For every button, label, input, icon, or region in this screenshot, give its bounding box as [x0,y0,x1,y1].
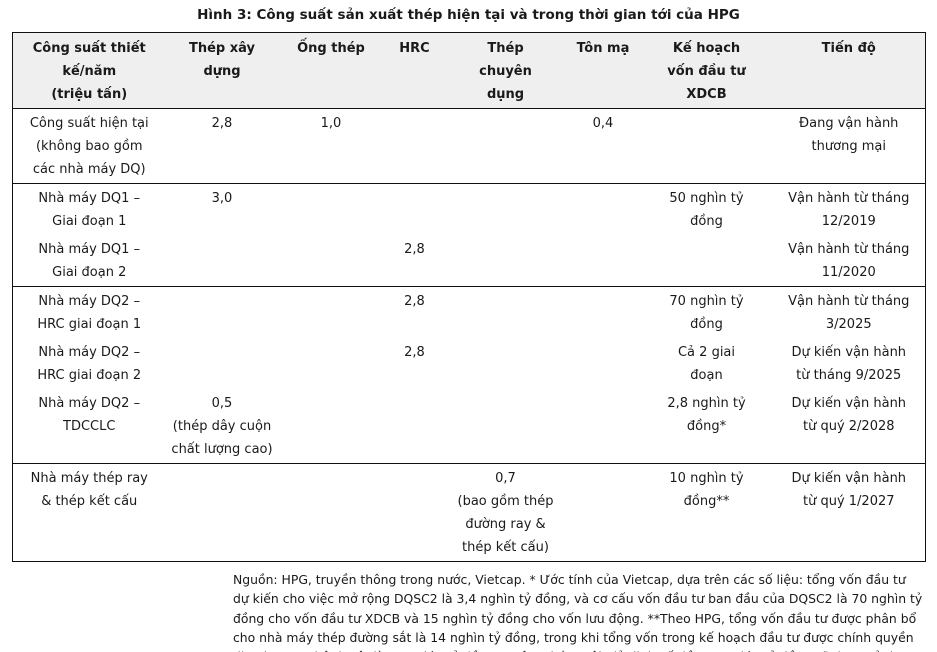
capacity-table: Công suất thiết kế/năm (triệu tấn) Thép … [12,32,926,562]
column-header-progress: Tiến độ [772,32,926,109]
cell-steel-pipe [278,463,384,562]
cell-galvanized-sheet [566,235,641,287]
cell-progress: Dự kiến vận hành từ quý 1/2027 [772,463,926,562]
column-header-capex-plan: Kế hoạch vốn đầu tư XDCB [640,32,773,109]
cell-progress: Vận hành từ tháng 12/2019 [772,183,926,235]
cell-construction-steel: 2,8 [165,108,279,184]
cell-row-label: Nhà máy thép ray & thép kết cấu [12,463,166,562]
source-note: Nguồn: HPG, truyền thông trong nước, Vie… [233,572,923,652]
cell-capex-plan: 70 nghìn tỷ đồng [640,286,773,338]
cell-construction-steel [165,463,279,562]
cell-steel-pipe [279,389,384,464]
cell-construction-steel: 0,5 (thép dây cuộn chất lượng cao) [171,396,273,457]
cell-hrc [383,108,446,184]
cell-specialty-steel [445,183,566,235]
cell-specialty-steel [446,338,566,389]
cell-construction-steel [165,286,279,338]
cell-progress: Đang vận hành thương mại [772,108,926,184]
table-row-dq1-phase1: Nhà máy DQ1 – Giai đoạn 1 3,0 50 nghìn t… [12,183,926,235]
cell-row-label: Công suất hiện tại (không bao gồm các nh… [12,108,166,184]
cell-specialty-steel [445,108,566,184]
column-header-construction-steel: Thép xây dựng [165,32,279,109]
cell-hrc: 2,8 [404,242,425,257]
table-row-dq2-hrc-phase2: Nhà máy DQ2 – HRC giai đoạn 2 2,8 Cả 2 g… [13,338,926,389]
cell-construction-steel: 3,0 [165,183,279,235]
table-row-rail-structural-steel: Nhà máy thép ray & thép kết cấu 0,7 (bao… [12,463,926,562]
cell-progress: Vận hành từ tháng 11/2020 [788,242,910,280]
cell-galvanized-sheet [566,389,641,464]
cell-progress: Vận hành từ tháng 3/2025 [772,286,926,338]
column-header-hrc: HRC [383,32,446,109]
figure-title: Hình 3: Công suất sản xuất thép hiện tại… [197,7,740,23]
cell-capex-plan: 2,8 nghìn tỷ đồng* [667,396,746,434]
table-row-dq2-hrc-phase1: Nhà máy DQ2 – HRC giai đoạn 1 2,8 70 ngh… [12,286,926,338]
column-header-specialty-steel: Thép chuyên dụng [445,32,566,109]
cell-capex-plan: Cả 2 giai đoạn [677,345,736,383]
cell-construction-steel [166,338,279,389]
cell-row-label: Nhà máy DQ2 – HRC giai đoạn 1 [12,286,166,338]
cell-capex-plan [641,235,773,287]
cell-hrc [383,183,446,235]
cell-row-label: Nhà máy DQ1 – Giai đoạn 2 [38,242,141,280]
cell-steel-pipe [279,235,384,287]
cell-steel-pipe [279,338,384,389]
cell-specialty-steel [446,389,566,464]
cell-galvanized-sheet [565,183,641,235]
cell-specialty-steel [445,286,566,338]
cell-row-label: Nhà máy DQ1 – Giai đoạn 1 [12,183,166,235]
cell-galvanized-sheet [565,286,641,338]
cell-steel-pipe: 1,0 [278,108,384,184]
table-row-current-capacity: Công suất hiện tại (không bao gồm các nh… [12,108,926,184]
table-row-dq2-tdcclc: Nhà máy DQ2 – TDCCLC 0,5 (thép dây cuộn … [13,389,926,464]
cell-row-label: Nhà máy DQ2 – TDCCLC [38,396,141,434]
cell-steel-pipe [278,286,384,338]
column-header-steel-pipe: Ống thép [278,32,384,109]
cell-row-label: Nhà máy DQ2 – HRC giai đoạn 2 [37,345,142,383]
cell-hrc: 2,8 [404,345,425,360]
column-header-design-capacity: Công suất thiết kế/năm (triệu tấn) [12,32,166,109]
cell-specialty-steel [446,235,566,287]
cell-galvanized-sheet: 0,4 [565,108,641,184]
column-header-galvanized-sheet: Tôn mạ [565,32,641,109]
cell-progress: Dự kiến vận hành từ tháng 9/2025 [791,345,907,383]
cell-construction-steel [166,235,279,287]
cell-hrc [384,389,446,464]
cell-galvanized-sheet [565,463,641,562]
table-header-row: Công suất thiết kế/năm (triệu tấn) Thép … [12,32,926,109]
cell-galvanized-sheet [566,338,641,389]
cell-capex-plan [640,108,773,184]
cell-specialty-steel: 0,7 (bao gồm thép đường ray & thép kết c… [445,463,566,562]
cell-hrc [383,463,446,562]
table-row-dq1-phase2: Nhà máy DQ1 – Giai đoạn 2 2,8 Vận hành t… [13,235,926,287]
cell-steel-pipe [278,183,384,235]
cell-progress: Dự kiến vận hành từ quý 2/2028 [791,396,907,434]
cell-capex-plan: 50 nghìn tỷ đồng [640,183,773,235]
cell-capex-plan: 10 nghìn tỷ đồng** [640,463,773,562]
cell-hrc: 2,8 [383,286,446,338]
